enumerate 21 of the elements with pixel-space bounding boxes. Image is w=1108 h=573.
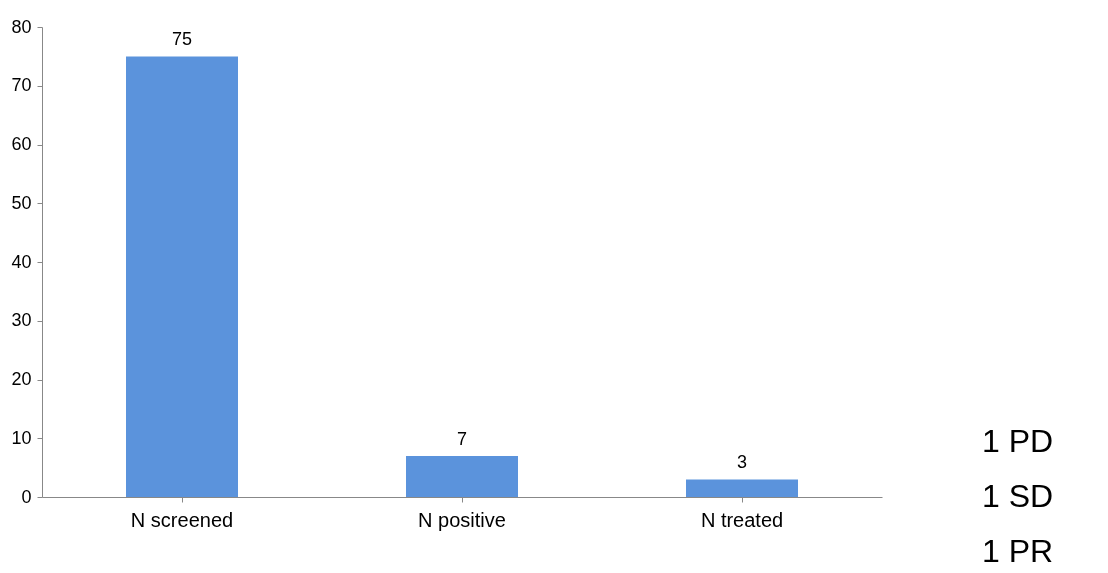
data-label: 75	[171, 29, 193, 50]
data-label: 7	[456, 428, 468, 449]
y-tick-label: 70	[11, 75, 32, 96]
text: 1 SD	[982, 478, 1054, 514]
y-tick-label: 30	[11, 310, 32, 331]
y-tick-label: 0	[21, 486, 32, 507]
y-tick-label: 40	[11, 251, 32, 272]
x-tick-label: N screened	[130, 508, 234, 531]
y-tick-label: 50	[11, 192, 32, 213]
x-tick-label: N treated	[700, 508, 784, 531]
y-tick-label: 10	[11, 427, 32, 448]
bar	[126, 56, 238, 497]
bar	[406, 455, 518, 497]
text: 1 PR	[982, 533, 1054, 569]
text: 1 PD	[982, 423, 1054, 459]
bar	[686, 479, 798, 497]
data-label: 3	[736, 452, 748, 473]
y-tick-label: 20	[11, 369, 32, 389]
y-tick-label: 80	[11, 16, 32, 37]
y-tick-label: 60	[11, 134, 32, 154]
x-tick-label: N positive	[418, 508, 506, 531]
